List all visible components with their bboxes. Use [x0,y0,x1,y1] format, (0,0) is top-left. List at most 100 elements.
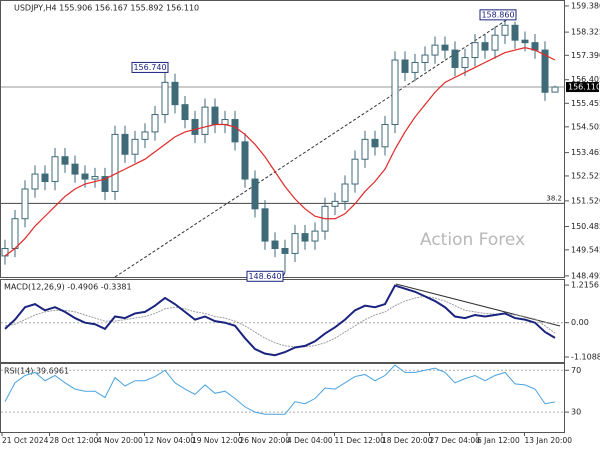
candle-body [41,173,49,183]
candle-body [111,133,119,192]
x-tick-label: 4 Dec 04:00 [287,436,333,445]
y-tick-label: 0.00 [571,318,589,327]
annotation-label: 148.640 [248,272,281,281]
candle-body [191,119,199,135]
candle-body [501,24,509,36]
candle-body [31,173,39,190]
watermark: Action Forex [420,230,525,250]
x-tick-label: 12 Nov 04:00 [145,436,196,445]
candle-body [341,183,349,202]
x-tick-label: 4 Nov 20:00 [97,436,143,445]
candle-body [411,61,419,73]
annotation-label: 156.740 [133,63,166,72]
y-tick-label: 153.465 [571,148,600,157]
header: USDJPY,H4 155.906 156.167 155.892 156.11… [14,4,199,13]
macd-line [4,284,556,357]
macd-panel [0,279,565,363]
current-price-label: 156.110 [568,83,600,92]
candle-body [471,42,479,59]
candle-body [241,141,249,180]
candle-body [141,131,149,140]
y-tick-label: 155.455 [571,99,600,108]
candle-body [201,106,209,135]
annotation-box [479,9,517,21]
candle-body [251,178,259,210]
candle-body [551,86,559,93]
y-tick-label: 150.485 [571,222,600,231]
candle-body [361,138,369,160]
candle-body [161,81,169,116]
y-tick-label: 30 [571,408,581,417]
y-tick-label: 158.325 [571,28,600,37]
candle-body [261,208,269,242]
candle-body [171,81,179,106]
annotation-box [131,61,169,73]
candle-body [431,44,439,56]
y-tick-label: 1.2156 [571,281,599,290]
candle-body [351,158,359,185]
x-tick-label: 18 Dec 20:00 [382,436,433,445]
candle-body [51,156,59,183]
y-tick-label: 148.495 [571,271,600,280]
x-tick-label: 13 Jan 20:00 [525,436,573,445]
trend-line [114,18,509,278]
x-tick-label: 6 Jan 12:00 [477,436,520,445]
annotation-label: 158.860 [481,10,514,19]
candle-body [221,119,229,125]
fib-label: 38.2 [546,194,562,202]
candle-body [11,218,19,249]
y-tick-label: -1.1088 [571,353,600,362]
x-tick-label: 19 Nov 12:00 [192,436,243,445]
macd-trend-line [395,283,561,327]
y-tick-label: 156.405 [571,75,600,84]
rsi-header: RSI(14) 39.6961 [4,367,69,376]
candle-body [101,176,109,192]
y-tick-label: 152.525 [571,171,600,180]
candle-body [461,57,469,68]
x-tick-label: 11 Dec 12:00 [335,436,386,445]
candle-body [231,119,239,143]
y-tick-label: 157.390 [571,51,600,60]
candle-body [421,54,429,63]
candle-body [331,200,339,207]
candle-body [291,233,299,254]
y-tick-label: 159.380 [571,1,600,10]
candle-body [301,233,309,242]
macd-header: MACD(12,26,9) -0.4906 -0.3381 [4,283,132,292]
candle-body [181,104,189,121]
candle-body [81,173,89,180]
y-tick-label: 70 [571,366,581,375]
x-tick-label: 26 Nov 20:00 [240,436,291,445]
candle-body [21,188,29,220]
candle-body [211,106,219,125]
rsi-line [4,364,556,415]
candle-body [521,39,529,44]
candle-body [61,156,69,165]
candle-body [451,49,459,68]
macd-signal [4,295,556,348]
candle-body [311,230,319,242]
candle-body [151,114,159,133]
candle-body [381,123,389,148]
candle-body [121,133,129,155]
x-tick-label: 27 Dec 04:00 [430,436,481,445]
candle-body [491,34,499,51]
moving-average [4,47,556,257]
candle-body [271,240,279,249]
candle-body [371,138,379,148]
candle-body [281,247,289,254]
rsi-panel [0,363,565,433]
candle-body [71,163,79,175]
candle-body [481,42,489,51]
current-price-box [566,82,599,93]
candle-body [131,138,139,155]
y-tick-label: 151.520 [571,196,600,205]
candle-body [401,59,409,73]
x-tick-label: 28 Oct 12:00 [50,436,99,445]
candle-body [391,59,399,125]
candle-body [541,49,549,93]
annotation-box [246,270,284,282]
y-tick-label: 149.545 [571,245,600,254]
candle-body [91,176,99,180]
